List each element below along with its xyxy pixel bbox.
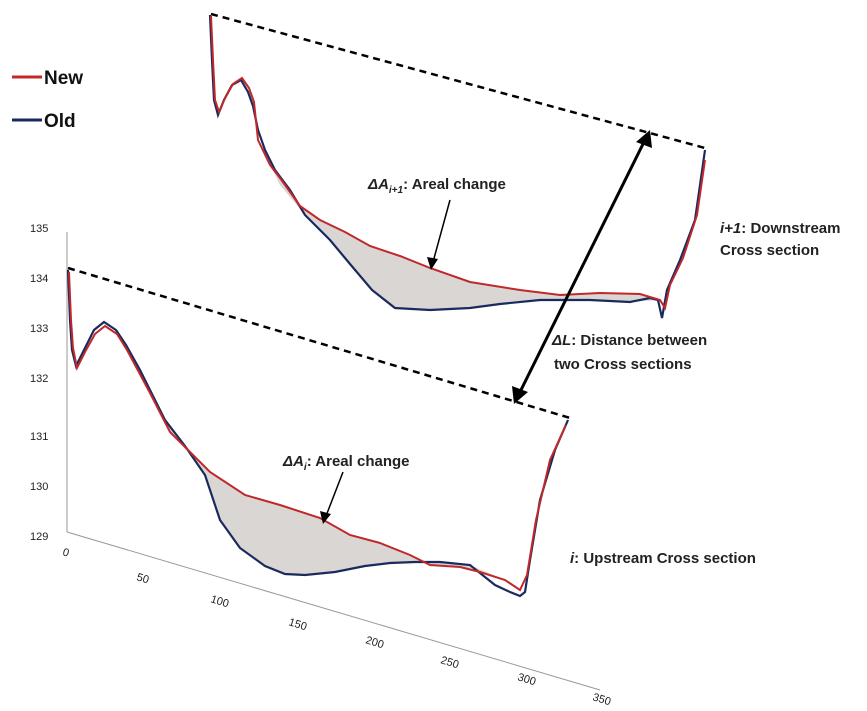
upstream-new-line — [68, 271, 567, 592]
downstream-cross-section — [208, 12, 707, 319]
y-tick-135: 135 — [30, 223, 48, 235]
upstream-pointer — [320, 471, 344, 524]
downstream-section-label: i+1: Downstream — [720, 220, 840, 237]
downstream-section-label-line2: Cross section — [720, 242, 819, 259]
x-tick-200: 200 — [364, 634, 385, 651]
downstream-areal-change-fill — [258, 140, 660, 310]
y-tick-129: 129 — [30, 531, 48, 543]
downstream-new-line — [210, 15, 706, 311]
downstream-water-level-line — [210, 12, 706, 150]
y-tick-132: 132 — [30, 373, 48, 385]
downstream-pointer — [427, 199, 451, 270]
y-tick-130: 130 — [30, 481, 48, 493]
x-tick-250: 250 — [439, 654, 460, 671]
upstream-section-label: i: Upstream Cross section — [570, 550, 756, 567]
downstream-pointer-head — [427, 257, 438, 270]
axes — [66, 232, 601, 691]
x-tick-350: 350 — [591, 691, 612, 708]
upstream-areal-change-label: ΔAi: Areal change — [282, 453, 410, 473]
x-tick-300: 300 — [516, 671, 537, 688]
upstream-old-line — [66, 269, 570, 598]
upstream-cross-section — [66, 266, 571, 598]
upstream-water-level-line — [67, 266, 571, 420]
x-tick-50: 50 — [135, 571, 150, 586]
y-axis-ticks: 135 134 133 132 131 130 129 — [30, 223, 48, 543]
distance-label-line2: two Cross sections — [554, 356, 692, 373]
x-tick-100: 100 — [209, 593, 230, 610]
distance-arrow — [512, 130, 652, 404]
y-tick-133: 133 — [30, 323, 48, 335]
y-tick-131: 131 — [30, 431, 48, 443]
downstream-areal-change-label: ΔAi+1: Areal change — [367, 176, 506, 196]
distance-arrow-head-top — [636, 130, 652, 148]
x-tick-150: 150 — [287, 616, 308, 633]
legend: New Old — [12, 68, 83, 132]
upstream-areal-change-fill — [150, 393, 505, 580]
upstream-pointer-head — [320, 511, 331, 524]
distance-arrow-head-bottom — [512, 386, 528, 404]
distance-arrow-shaft — [518, 141, 646, 393]
y-tick-134: 134 — [30, 273, 48, 285]
legend-old-label: Old — [44, 111, 76, 132]
x-axis-ticks: 0 50 100 150 200 250 300 350 — [61, 546, 612, 708]
x-tick-0: 0 — [61, 546, 70, 559]
legend-new-label: New — [44, 68, 83, 89]
distance-label: ΔL: Distance between — [551, 332, 707, 349]
x-axis-line — [66, 531, 601, 691]
